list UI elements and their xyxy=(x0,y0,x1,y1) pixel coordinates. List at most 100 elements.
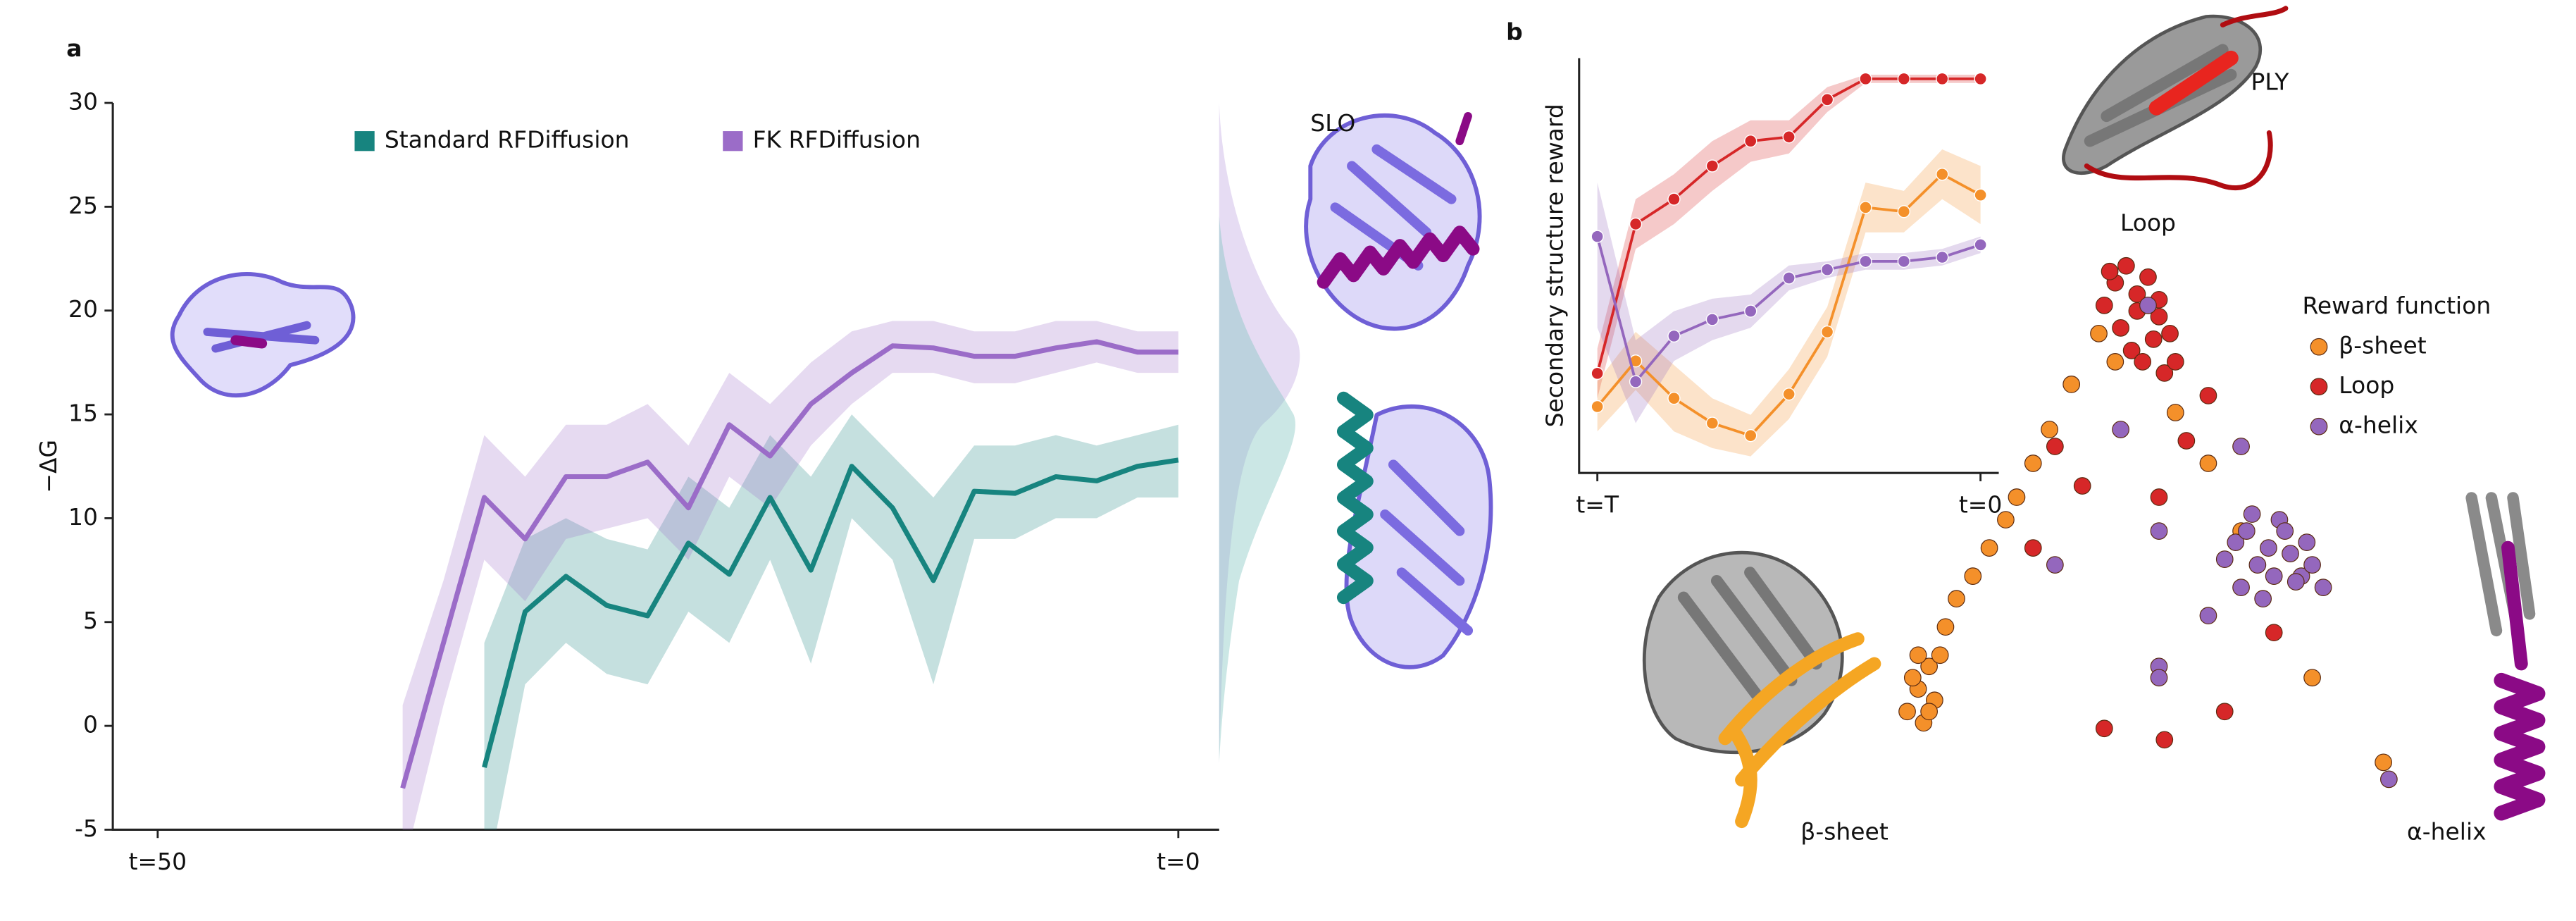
x-tick-label: t=50 xyxy=(129,848,187,875)
y-axis-label: −ΔG xyxy=(35,440,62,493)
marker xyxy=(1782,271,1796,285)
marker xyxy=(1936,250,1949,264)
scatter-point xyxy=(2303,556,2321,574)
protein-slo xyxy=(1304,111,1482,331)
legend-marker xyxy=(2310,338,2328,356)
scatter-point xyxy=(2095,719,2113,738)
confidence-band xyxy=(1597,183,1981,424)
scatter-point xyxy=(2139,296,2157,314)
marker xyxy=(1667,329,1681,343)
scatter-point xyxy=(2265,567,2283,585)
scatter-point xyxy=(1997,511,2015,529)
marker xyxy=(1897,205,1911,218)
marker xyxy=(1629,375,1643,388)
scatter-point xyxy=(2062,376,2081,393)
scatter-point xyxy=(2150,522,2168,540)
scatter-point xyxy=(2380,770,2398,789)
scatter-point xyxy=(2101,262,2119,280)
scatter-point xyxy=(2073,477,2091,495)
marker xyxy=(1974,72,1987,86)
series-line xyxy=(482,457,1179,768)
scatter-point xyxy=(1931,646,1949,665)
scatter-point xyxy=(2276,522,2294,540)
confidence-band xyxy=(402,321,1178,830)
scatter-point xyxy=(2215,703,2234,721)
annotation: α-helix xyxy=(2407,818,2487,846)
scatter-point xyxy=(2117,256,2135,275)
y-tick-label: 15 xyxy=(68,400,98,427)
scatter-point xyxy=(2112,421,2129,438)
axis-spine xyxy=(1578,58,1999,474)
marker xyxy=(1974,188,1987,202)
marker xyxy=(1859,254,1872,268)
scatter-point xyxy=(2303,669,2321,687)
scatter-point xyxy=(1948,590,1965,608)
x-tick-label: t=0 xyxy=(1157,848,1200,875)
y-tick-label: 10 xyxy=(68,503,98,531)
protein-ply xyxy=(2062,6,2289,191)
scatter-point xyxy=(2134,353,2152,371)
scatter-point xyxy=(2161,324,2179,342)
marker xyxy=(1744,135,1757,148)
legend-label: β-sheet xyxy=(2339,332,2427,359)
y-tick-label: 25 xyxy=(68,192,98,219)
scatter-point xyxy=(2248,556,2267,574)
scatter-point xyxy=(2046,438,2064,455)
marker xyxy=(1705,416,1719,430)
scatter-point xyxy=(2237,522,2255,540)
plot-area xyxy=(400,321,1179,830)
marker xyxy=(1667,392,1681,405)
protein-beta xyxy=(1642,550,1881,829)
scatter-point xyxy=(2243,505,2261,523)
marker xyxy=(1591,400,1604,414)
marker xyxy=(1591,230,1604,243)
scatter-point xyxy=(2166,353,2184,371)
y-axis-label: Secondary structure reward xyxy=(1541,104,1568,427)
legend-swatch xyxy=(723,131,743,152)
scatter-point xyxy=(2095,296,2113,314)
legend-label: Standard RFDiffusion xyxy=(385,126,630,154)
scatter-point xyxy=(2232,579,2250,597)
protein-alpha xyxy=(2465,492,2546,821)
y-tick-label: 30 xyxy=(68,88,98,116)
scatter-point xyxy=(1980,539,1998,557)
scatter-point xyxy=(2150,488,2168,506)
scatter-point xyxy=(2314,579,2332,597)
scatter-point xyxy=(2046,556,2064,574)
marker xyxy=(1705,159,1719,173)
y-tick-label: 20 xyxy=(68,295,98,323)
marker xyxy=(1859,72,1872,86)
confidence-band xyxy=(1597,149,1981,457)
legend-marker xyxy=(2310,378,2328,396)
scatter-point xyxy=(2227,533,2245,551)
density-standard xyxy=(1219,216,1295,764)
protein-helix xyxy=(1336,391,1493,669)
scatter-point xyxy=(2375,753,2392,772)
panel-label: b xyxy=(1506,18,1523,46)
scatter-point xyxy=(2041,421,2058,438)
scatter-point xyxy=(2008,488,2026,506)
legend-label: Loop xyxy=(2339,371,2394,399)
marker xyxy=(1820,263,1834,276)
marker xyxy=(1744,304,1757,318)
scatter-point xyxy=(2177,432,2196,450)
marker xyxy=(1744,428,1757,443)
marker xyxy=(1782,388,1796,401)
scatter-point xyxy=(2139,268,2157,286)
y-tick-label: -5 xyxy=(75,815,98,842)
scatter-point xyxy=(2199,607,2217,625)
protein-small xyxy=(170,272,356,398)
marker xyxy=(1936,168,1949,181)
scatter-point xyxy=(2024,455,2042,472)
legend-label: α-helix xyxy=(2339,412,2418,439)
y-tick-label: 0 xyxy=(83,711,98,738)
series-line xyxy=(400,339,1178,789)
legend-marker xyxy=(2310,417,2328,435)
density-fk xyxy=(1219,103,1300,764)
scatter-point xyxy=(2254,590,2272,608)
marker xyxy=(1936,72,1949,86)
scatter-point xyxy=(1936,618,1955,636)
marker xyxy=(1667,192,1681,206)
panel-label: a xyxy=(66,35,82,62)
scatter-point xyxy=(2199,387,2217,404)
